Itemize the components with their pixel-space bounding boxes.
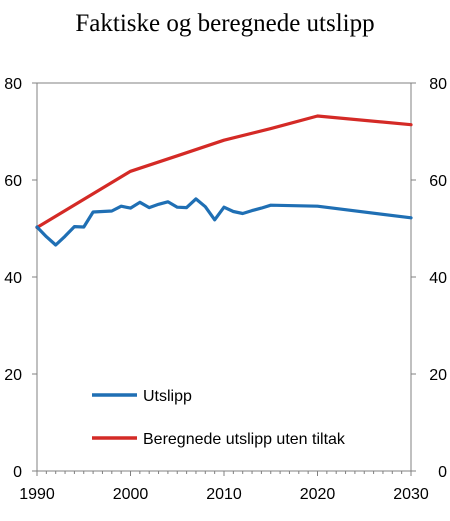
chart-title: Faktiske og beregnede utslipp — [75, 10, 375, 37]
series-lines — [35, 114, 413, 247]
legend-label: Beregnede utslipp uten tiltak — [143, 431, 346, 448]
y-tick-label-left: 40 — [4, 270, 22, 287]
x-tick-label: 2000 — [113, 486, 149, 503]
series-line — [35, 197, 413, 247]
legend: Utslipp Beregnede utslipp uten tiltak — [92, 388, 346, 448]
y-tick-label-right: 40 — [429, 270, 447, 287]
x-tick-label: 1990 — [19, 486, 55, 503]
y-tick-label-right: 80 — [429, 76, 447, 93]
y-tick-label-right: 0 — [438, 464, 447, 481]
y-tick-label-left: 60 — [4, 173, 22, 190]
x-tick-label: 2020 — [300, 486, 336, 503]
x-tick-label: 2010 — [206, 486, 242, 503]
x-tick-label: 2030 — [393, 486, 429, 503]
y-tick-label-left: 80 — [4, 76, 22, 93]
y-tick-label-left: 0 — [13, 464, 22, 481]
series-line — [35, 114, 413, 230]
left-axis-ticks: 0 20 40 60 80 — [4, 76, 37, 481]
y-tick-label-right: 60 — [429, 173, 447, 190]
y-tick-label-left: 20 — [4, 367, 22, 384]
legend-label: Utslipp — [143, 388, 192, 405]
x-axis-ticks: 1990 2000 2010 2020 2030 — [19, 471, 429, 503]
right-axis-ticks: 0 20 40 60 80 — [411, 76, 447, 481]
y-tick-label-right: 20 — [429, 367, 447, 384]
